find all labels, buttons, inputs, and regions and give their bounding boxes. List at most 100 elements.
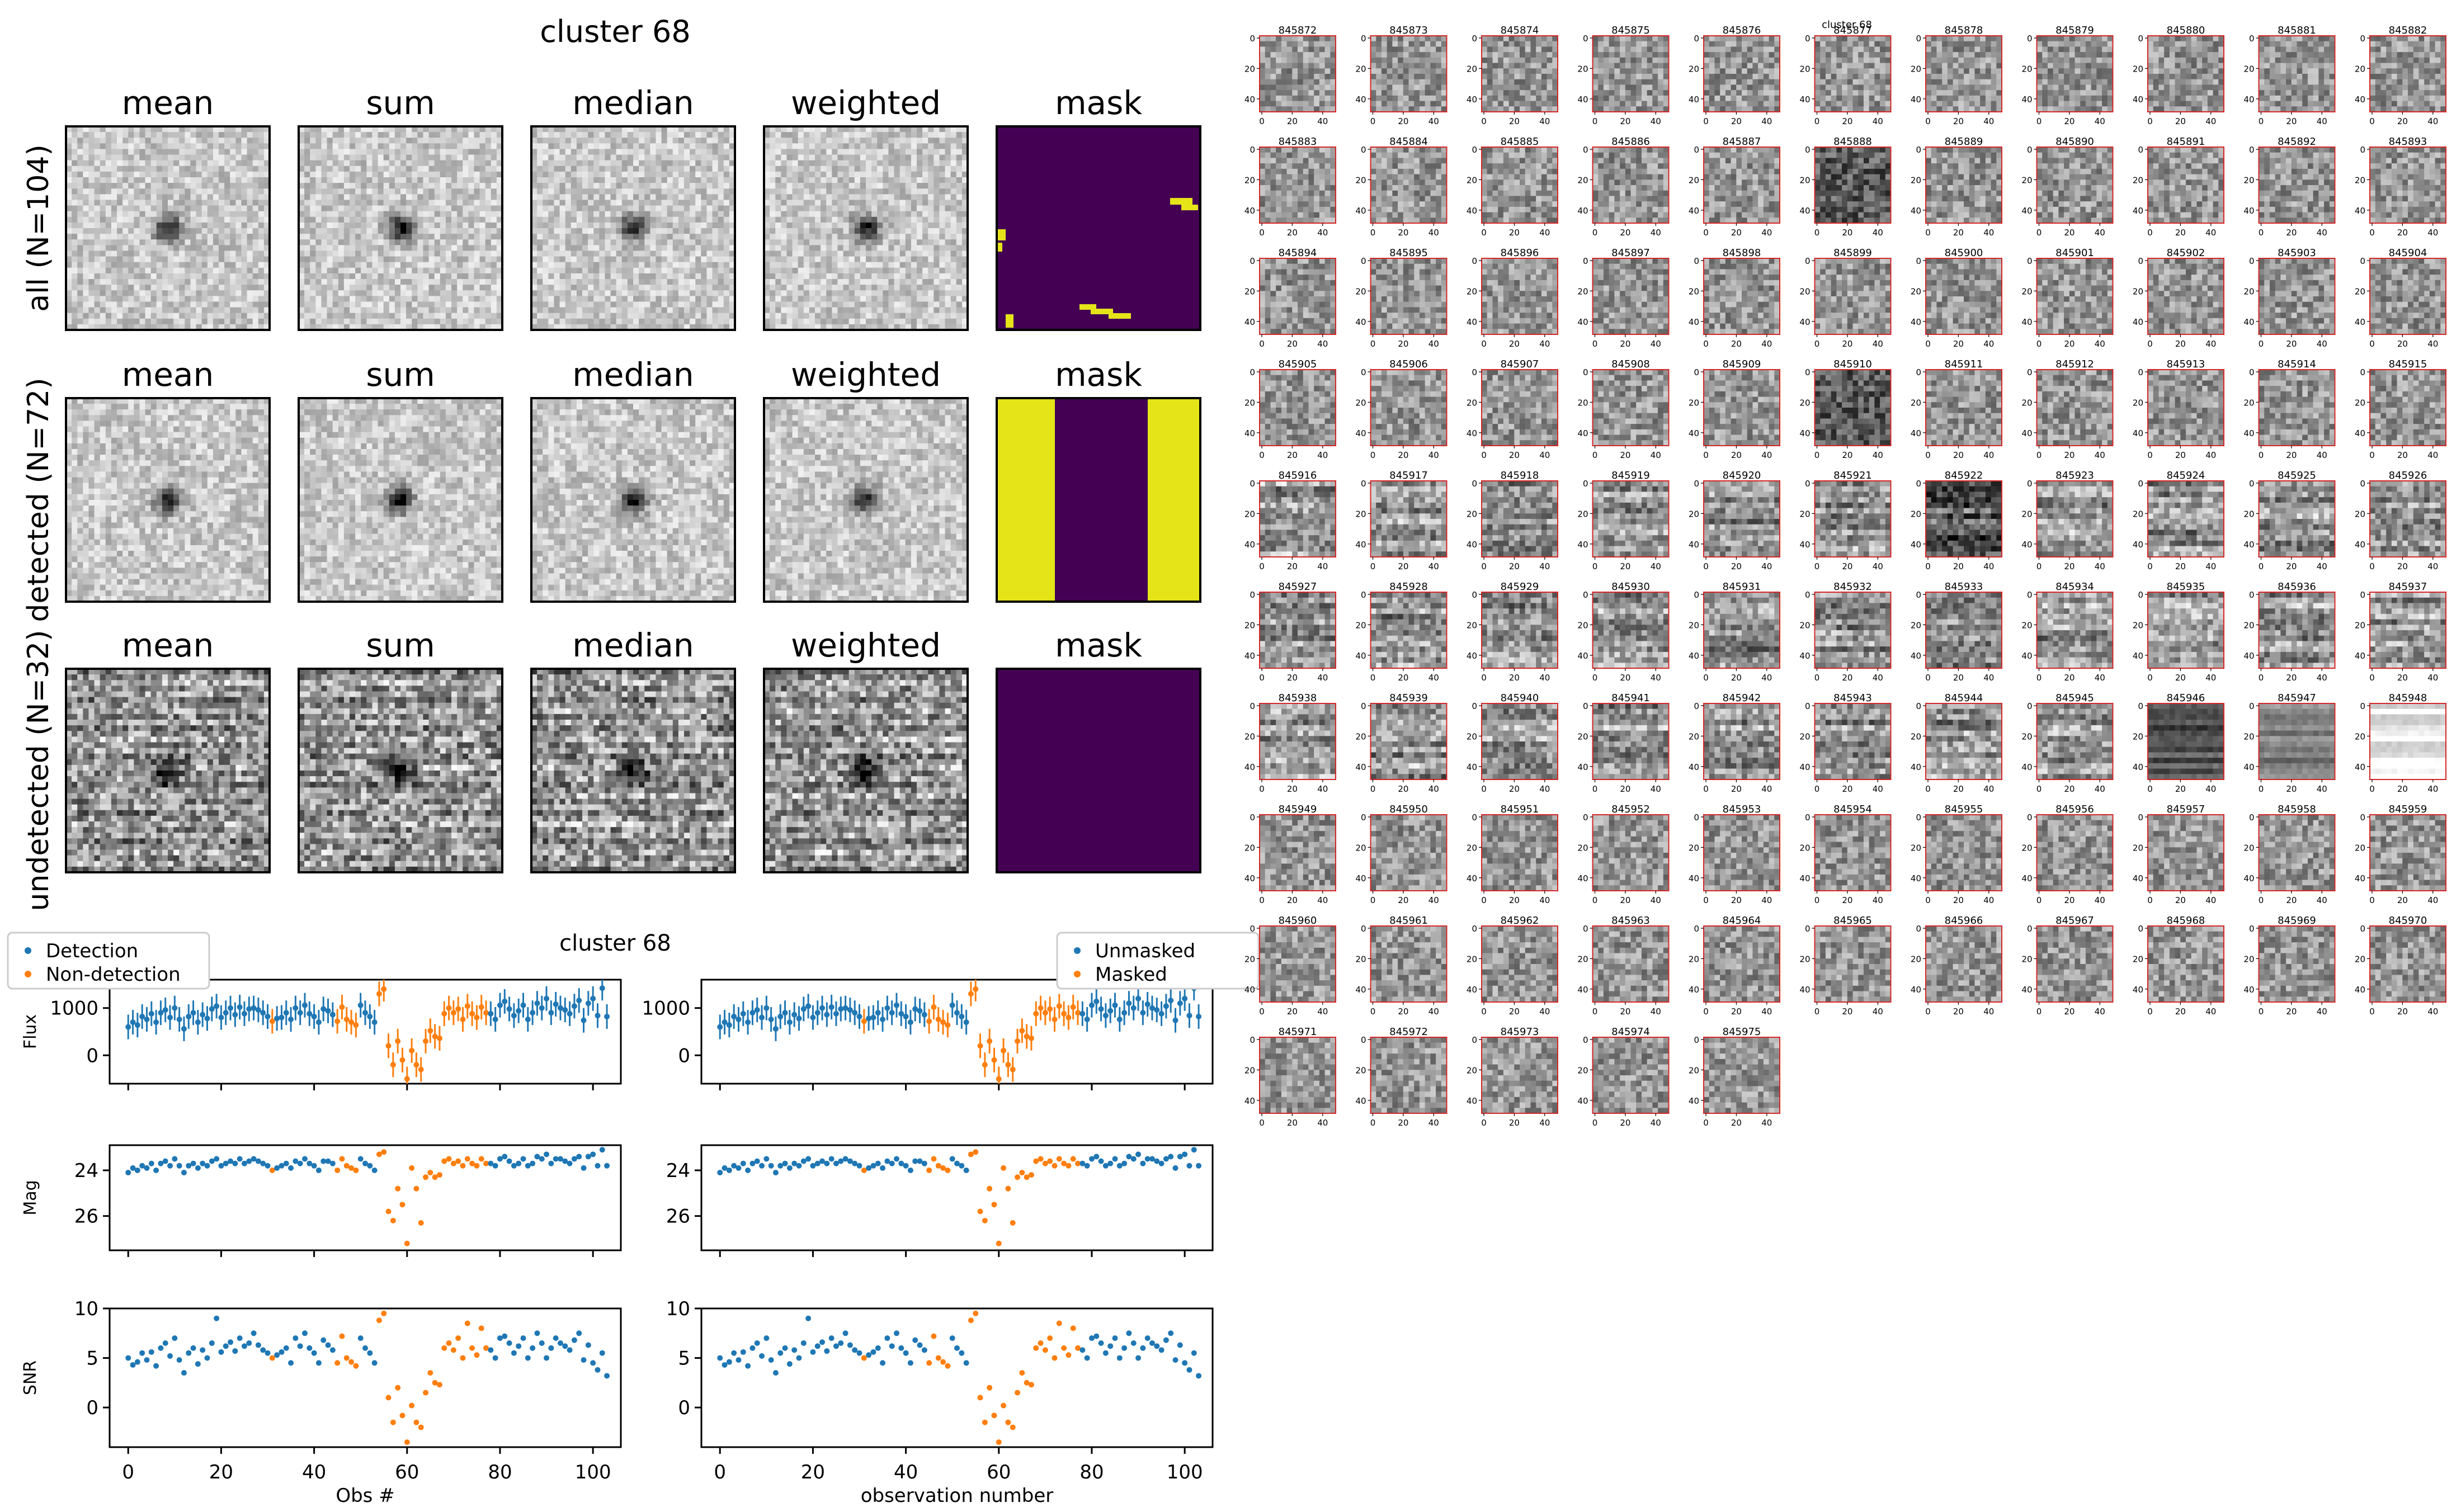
data-point bbox=[344, 1017, 350, 1022]
thumbnail-y-tick: 40 bbox=[1244, 428, 1255, 438]
data-point bbox=[1029, 1036, 1034, 1041]
data-point bbox=[228, 1339, 233, 1345]
thumbnail-y-tick: 20 bbox=[1799, 64, 1810, 74]
data-point bbox=[409, 1403, 414, 1409]
thumbnail-label: 845906 bbox=[1389, 358, 1428, 370]
data-point bbox=[894, 1156, 899, 1162]
data-point bbox=[727, 1359, 732, 1365]
data-point bbox=[479, 1004, 484, 1010]
data-point bbox=[838, 1006, 843, 1012]
data-point bbox=[265, 1350, 271, 1356]
data-point bbox=[260, 1010, 266, 1015]
stack-image-panel bbox=[764, 126, 968, 330]
thumbnail-x-tick: 0 bbox=[2147, 228, 2153, 238]
thumbnail-y-tick: 0 bbox=[2138, 812, 2143, 823]
data-point bbox=[1071, 1004, 1076, 1010]
thumbnail-x-tick: 40 bbox=[2427, 339, 2438, 349]
thumbnail-x-tick: 20 bbox=[1398, 339, 1408, 349]
data-point bbox=[857, 1014, 862, 1019]
thumbnail-y-tick: 20 bbox=[1355, 175, 1366, 185]
data-point bbox=[1010, 1425, 1016, 1430]
thumbnail-y-tick: 20 bbox=[1799, 843, 1810, 853]
thumbnail-y-tick: 0 bbox=[2360, 479, 2365, 489]
thumbnail-label: 845886 bbox=[1611, 136, 1650, 148]
thumbnail-x-tick: 40 bbox=[1983, 450, 1994, 460]
data-point bbox=[1121, 1010, 1127, 1015]
data-point bbox=[395, 1385, 400, 1391]
thumbnail-y-tick: 20 bbox=[1911, 954, 1921, 964]
thumbnail-x-tick: 40 bbox=[2317, 895, 2327, 905]
thumbnail-label: 845960 bbox=[1279, 915, 1317, 927]
thumbnail-x-tick: 0 bbox=[1814, 784, 1820, 794]
thumbnail-label: 845913 bbox=[2167, 358, 2205, 370]
thumbnail-x-tick: 40 bbox=[2427, 895, 2438, 905]
thumbnail-y-tick: 20 bbox=[1355, 843, 1366, 853]
data-point bbox=[796, 1355, 802, 1361]
x-tick-label: 20 bbox=[209, 1461, 233, 1483]
data-point bbox=[1117, 1017, 1123, 1022]
mask-flag bbox=[1148, 398, 1200, 602]
data-point bbox=[135, 1359, 140, 1365]
data-point bbox=[223, 1010, 229, 1015]
thumbnail-y-tick: 20 bbox=[2133, 620, 2143, 630]
thumbnail-x-tick: 0 bbox=[1259, 116, 1265, 126]
x-tick-label: 40 bbox=[302, 1461, 326, 1483]
thumbnail-x-tick: 20 bbox=[2286, 895, 2297, 905]
data-point bbox=[940, 1019, 946, 1025]
thumbnail-x-tick: 0 bbox=[2036, 450, 2042, 460]
thumbnail-y-tick: 40 bbox=[2243, 985, 2254, 995]
data-point bbox=[1015, 1390, 1020, 1396]
thumbnail-x-tick: 0 bbox=[2369, 1007, 2375, 1017]
thumbnail-y-tick: 40 bbox=[2021, 94, 2032, 105]
thumbnail-x-tick: 0 bbox=[2369, 895, 2375, 905]
data-point bbox=[964, 1360, 969, 1365]
thumbnail-x-tick: 20 bbox=[1842, 116, 1852, 126]
x-tick-label: 40 bbox=[894, 1461, 918, 1483]
thumbnail-y-tick: 0 bbox=[2360, 924, 2365, 934]
thumbnail-y-tick: 40 bbox=[1355, 873, 1366, 883]
data-point bbox=[418, 1425, 424, 1430]
data-point bbox=[576, 998, 582, 1003]
thumbnail-label: 845902 bbox=[2167, 247, 2205, 259]
thumbnail-y-tick: 0 bbox=[1250, 256, 1255, 266]
data-point bbox=[465, 1003, 470, 1009]
data-point bbox=[968, 991, 974, 996]
thumbnail-label: 845974 bbox=[1611, 1026, 1650, 1038]
y-tick-label: 5 bbox=[86, 1348, 98, 1370]
thumbnail-label: 845922 bbox=[1945, 470, 1983, 481]
thumbnail-y-tick: 20 bbox=[2355, 398, 2365, 408]
data-point bbox=[600, 985, 605, 991]
thumbnail-x-tick: 0 bbox=[1592, 450, 1598, 460]
thumbnail-y-tick: 0 bbox=[2360, 367, 2365, 377]
thumbnail-y-tick: 20 bbox=[2133, 509, 2143, 519]
data-point bbox=[334, 1168, 340, 1173]
stack-image-panel bbox=[66, 669, 270, 873]
data-point bbox=[469, 1345, 475, 1351]
data-point bbox=[736, 1017, 741, 1022]
thumbnail-label: 845896 bbox=[1501, 247, 1539, 259]
thumbnail-x-tick: 0 bbox=[1370, 1118, 1376, 1128]
thumbnail-y-tick: 0 bbox=[2138, 479, 2143, 489]
thumbnail-y-tick: 0 bbox=[1583, 812, 1588, 823]
thumbnail-x-tick: 20 bbox=[1620, 784, 1630, 794]
data-point bbox=[1121, 1161, 1127, 1166]
thumbnail-y-tick: 40 bbox=[1577, 762, 1588, 772]
data-point bbox=[153, 1363, 159, 1369]
thumbnail-x-tick: 40 bbox=[2205, 228, 2216, 238]
data-point bbox=[302, 1156, 308, 1162]
thumbnail-label: 845925 bbox=[2278, 470, 2316, 481]
thumbnail-x-tick: 0 bbox=[2147, 116, 2153, 126]
thumbnail-x-tick: 40 bbox=[1761, 895, 1772, 905]
data-point bbox=[884, 1335, 890, 1341]
thumbnail-label: 845955 bbox=[1945, 804, 1983, 815]
thumbnail-y-tick: 20 bbox=[2355, 64, 2365, 74]
thumbnail-y-tick: 0 bbox=[1583, 1035, 1588, 1045]
